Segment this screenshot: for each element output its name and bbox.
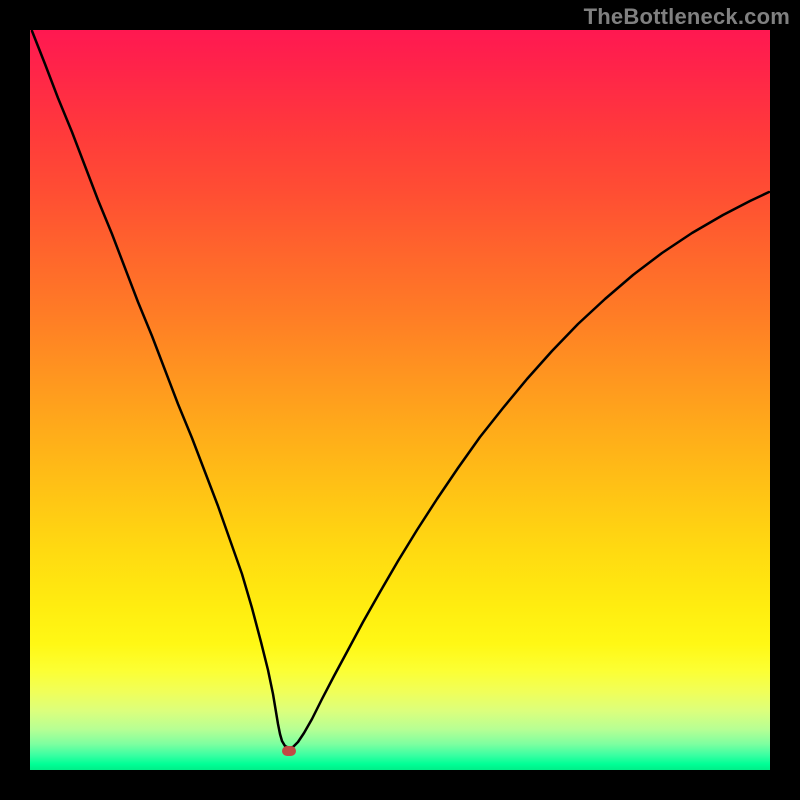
watermark-label: TheBottleneck.com xyxy=(584,4,790,30)
bottleneck-chart xyxy=(0,0,800,800)
optimum-marker xyxy=(282,746,296,756)
plot-area xyxy=(30,30,770,770)
chart-container: TheBottleneck.com xyxy=(0,0,800,800)
